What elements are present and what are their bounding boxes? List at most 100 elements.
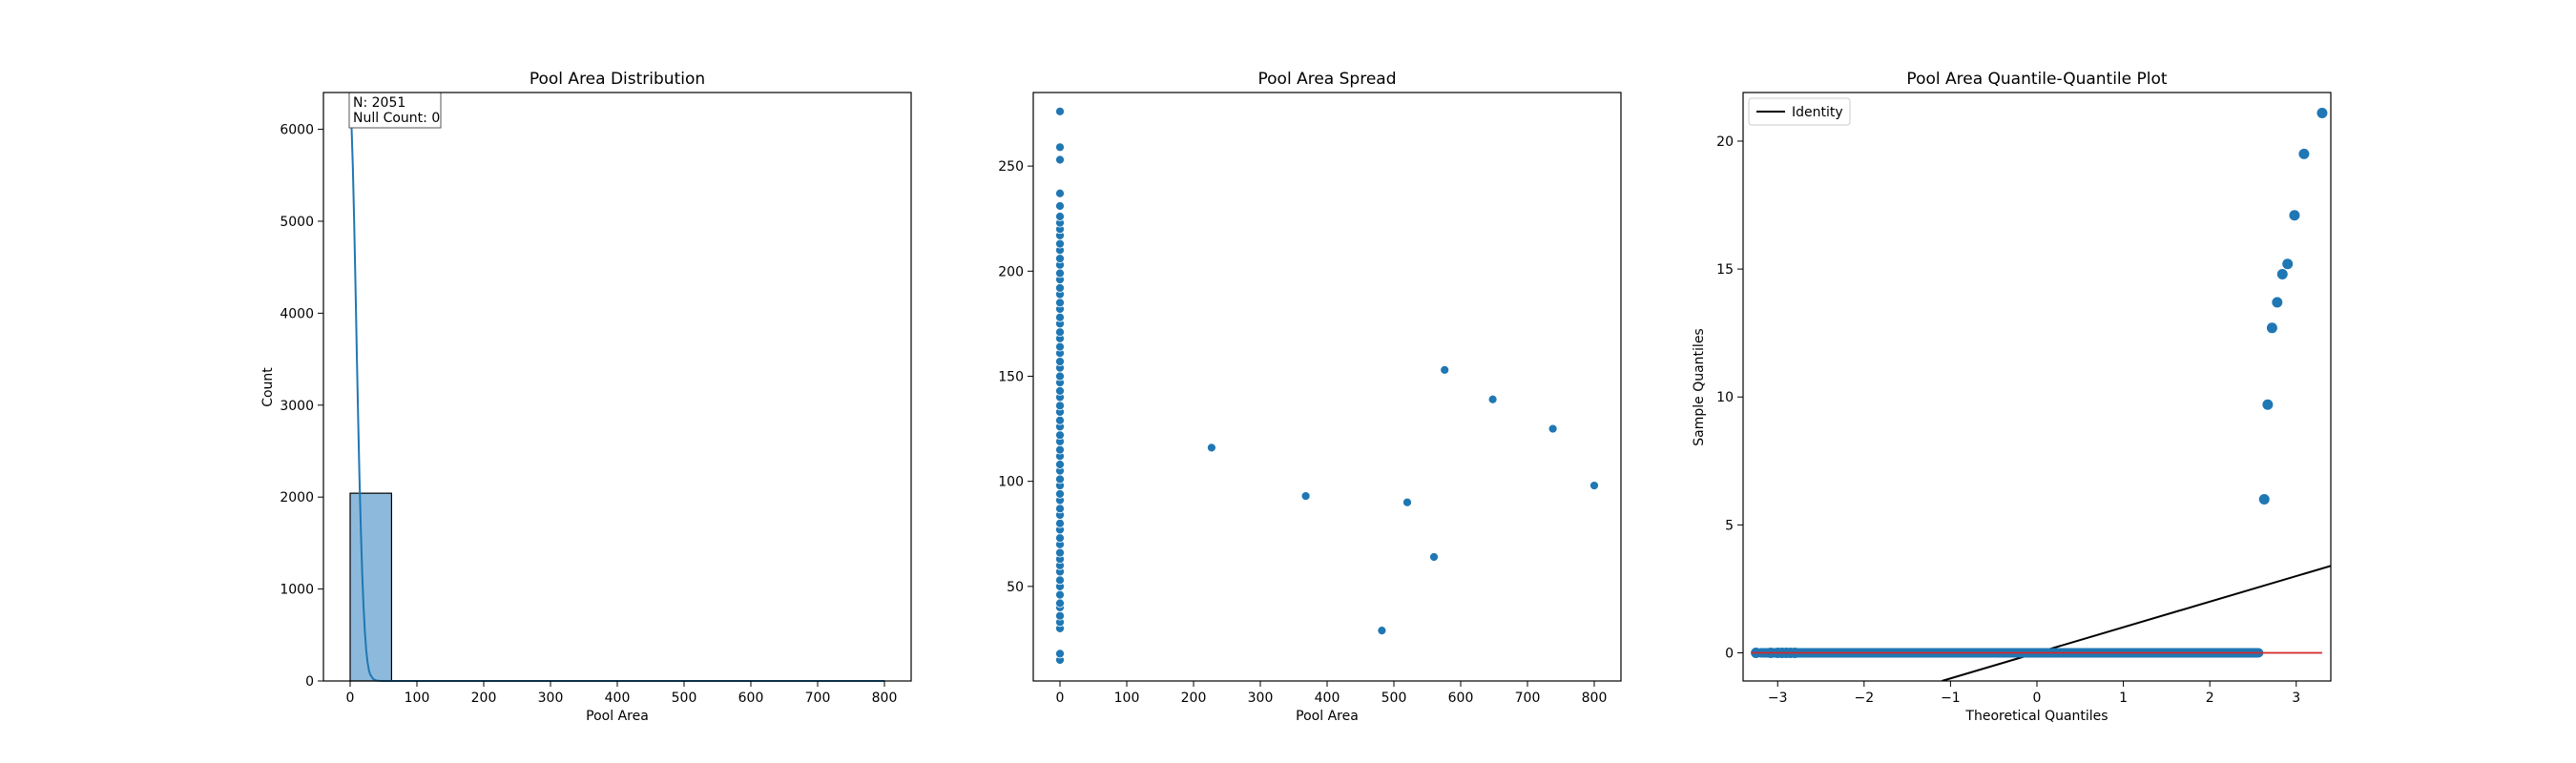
spread-point: [1055, 649, 1065, 659]
spread-x-tick-label: 500: [1381, 691, 1407, 706]
qq-x-tick-label: 3: [2292, 691, 2300, 706]
histogram-y-tick-label: 3000: [280, 399, 314, 414]
spread-point: [1055, 444, 1065, 455]
spread-point: [1440, 364, 1450, 375]
qq-panel: −3 −2 −1 0 1 2 3 0 5 10 15 20 Identity Pool Area Q…: [1692, 70, 2332, 724]
qq-point: [2272, 297, 2283, 308]
qq-point: [2276, 268, 2288, 279]
spread-point: [1055, 589, 1065, 600]
spread-point: [1207, 443, 1216, 453]
spread-point: [1055, 371, 1065, 382]
spread-y-tick-label: 200: [998, 264, 1024, 279]
histogram-bar: [349, 492, 393, 682]
qq-x-ticks: −3 −2 −1 0 1 2 3: [1768, 681, 2300, 706]
spread-point: [1055, 312, 1065, 322]
spread-x-tick-label: 100: [1114, 691, 1140, 706]
histogram-title: Pool Area Distribution: [530, 70, 705, 89]
spread-x-ticks: 0 100 200 300 400 500 600 700 800: [1056, 681, 1608, 706]
spread-point: [1055, 575, 1065, 586]
qq-plot-area: [1751, 107, 2331, 681]
qq-x-tick-label: −2: [1855, 691, 1875, 706]
spread-point: [1487, 394, 1498, 404]
spread-point: [1055, 106, 1065, 116]
spread-x-label: Pool Area: [1296, 709, 1359, 724]
spread-point: [1055, 488, 1065, 499]
spread-point: [1055, 268, 1065, 278]
spread-point: [1055, 212, 1065, 221]
spread-point: [1055, 460, 1065, 469]
spread-x-tick-label: 700: [1515, 691, 1541, 706]
spread-point: [1055, 533, 1065, 544]
qq-point: [2282, 258, 2294, 270]
spread-title: Pool Area Spread: [1258, 70, 1397, 89]
spread-point: [1055, 283, 1065, 293]
spread-point: [1300, 491, 1311, 501]
spread-point: [1055, 386, 1065, 396]
histogram-x-tick-label: 800: [872, 691, 898, 706]
qq-point: [2316, 107, 2328, 118]
identity-line: [1942, 565, 2331, 681]
histogram-x-label: Pool Area: [586, 709, 649, 724]
qq-y-tick-label: 5: [1725, 518, 1734, 533]
qq-x-tick-label: 0: [2033, 691, 2042, 706]
spread-point: [1055, 155, 1065, 165]
spread-point: [1055, 357, 1065, 366]
spread-y-tick-label: 100: [998, 475, 1024, 490]
spread-point: [1377, 626, 1387, 636]
spread-point: [1055, 430, 1065, 441]
histogram-x-tick-label: 100: [405, 691, 430, 706]
spread-y-tick-label: 150: [998, 369, 1024, 384]
qq-point: [2262, 399, 2274, 410]
histogram-y-tick-label: 5000: [280, 215, 314, 230]
histogram-x-tick-label: 300: [538, 691, 564, 706]
spread-point: [1055, 341, 1065, 352]
spread-point: [1055, 518, 1065, 528]
qq-legend-label: Identity: [1792, 105, 1843, 120]
histogram-x-tick-label: 600: [738, 691, 764, 706]
spread-point: [1055, 201, 1065, 211]
histogram-panel: N: 2051 Null Count: 0 0 100 200 300 400 500 60…: [260, 70, 912, 724]
kde-curve: [349, 101, 884, 682]
qq-legend: Identity: [1748, 97, 1851, 126]
qq-y-tick-label: 20: [1716, 134, 1734, 150]
spread-point: [1055, 327, 1065, 338]
stats-annotation-line-null: Null Count: 0: [353, 111, 440, 126]
qq-y-tick-label: 0: [1725, 646, 1734, 661]
spread-point: [1055, 142, 1065, 153]
spread-point: [1429, 552, 1439, 562]
spread-x-tick-label: 600: [1448, 691, 1474, 706]
histogram-x-ticks: 0 100 200 300 400 500 600 700 800: [346, 681, 898, 706]
spread-x-tick-label: 0: [1056, 691, 1065, 706]
qq-point: [2289, 210, 2300, 221]
qq-x-tick-label: −1: [1941, 691, 1961, 706]
histogram-x-tick-label: 500: [672, 691, 697, 706]
histogram-y-label: Count: [260, 367, 276, 407]
spread-point: [1402, 497, 1412, 507]
spread-point: [1055, 474, 1065, 485]
qq-x-tick-label: 1: [2119, 691, 2128, 706]
spread-x-tick-label: 300: [1248, 691, 1274, 706]
spread-x-tick-label: 800: [1582, 691, 1608, 706]
qq-point: [2258, 494, 2270, 505]
spread-point: [1055, 415, 1065, 425]
spread-point: [1055, 547, 1065, 558]
spread-point: [1055, 188, 1065, 198]
qq-y-tick-label: 10: [1716, 390, 1734, 405]
histogram-x-tick-label: 700: [805, 691, 831, 706]
spread-point: [1055, 504, 1065, 514]
qq-y-ticks: 0 5 10 15 20: [1716, 134, 1743, 661]
qq-point: [2266, 322, 2277, 334]
spread-point: [1055, 610, 1065, 621]
histogram-y-tick-label: 1000: [280, 583, 314, 598]
qq-x-tick-label: 2: [2206, 691, 2214, 706]
qq-x-tick-label: −3: [1768, 691, 1788, 706]
histogram-x-tick-label: 400: [605, 691, 631, 706]
histogram-y-tick-label: 2000: [280, 490, 314, 505]
qq-title: Pool Area Quantile-Quantile Plot: [1906, 70, 2167, 89]
histogram-y-tick-label: 6000: [280, 123, 314, 138]
spread-x-tick-label: 400: [1315, 691, 1340, 706]
histogram-y-tick-label: 4000: [280, 306, 314, 321]
stats-annotation-line-n: N: 2051: [353, 95, 405, 111]
stats-annotation: N: 2051 Null Count: 0: [348, 92, 442, 129]
